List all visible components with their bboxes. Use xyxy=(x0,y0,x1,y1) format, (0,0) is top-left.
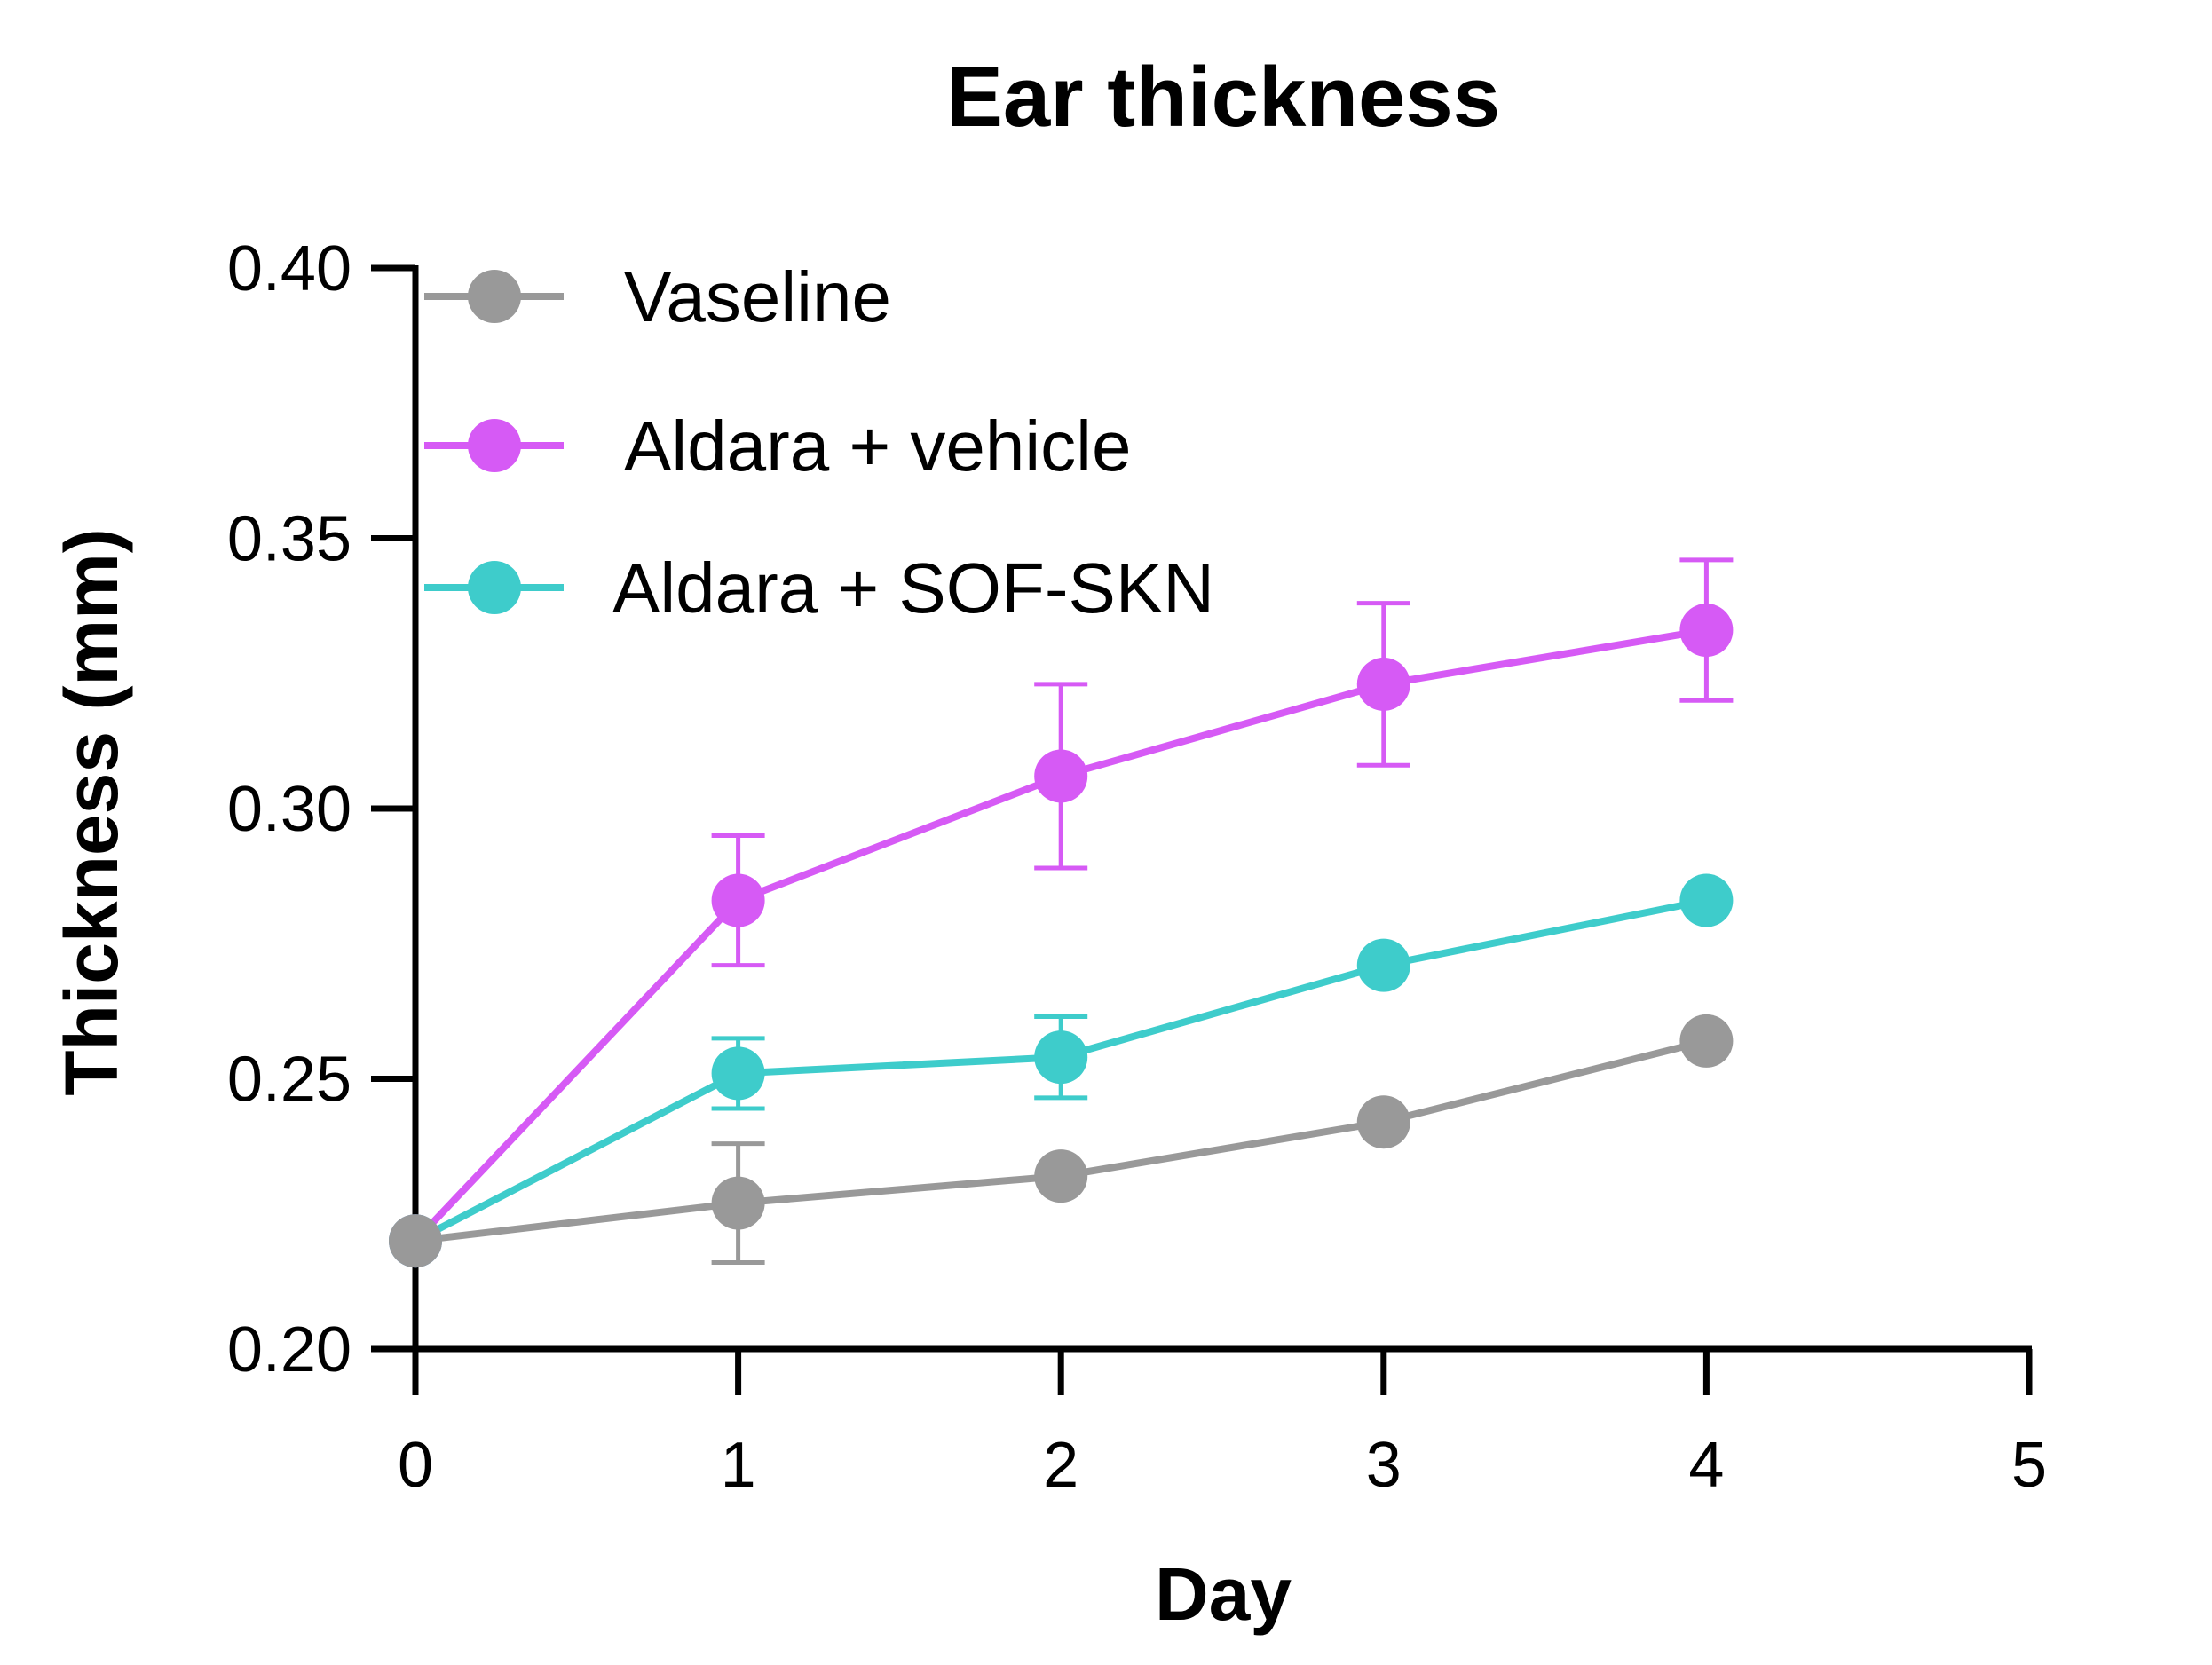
y-tick-label: 0.40 xyxy=(227,233,352,304)
legend-marker xyxy=(468,561,521,614)
x-tick-label: 2 xyxy=(1043,1430,1078,1501)
data-point xyxy=(711,1176,765,1230)
legend-label: Vaseline xyxy=(624,257,891,336)
data-point xyxy=(711,873,765,927)
x-tick-label: 0 xyxy=(398,1430,433,1501)
data-point xyxy=(1356,1095,1410,1149)
data-point xyxy=(1034,1149,1088,1203)
plot-area xyxy=(389,557,1734,1268)
x-tick-label: 3 xyxy=(1366,1430,1402,1501)
y-tick-label: 0.25 xyxy=(227,1045,352,1116)
legend-marker xyxy=(468,419,521,472)
y-axis-label: Thickness (mm) xyxy=(50,528,133,1096)
data-point xyxy=(1034,1030,1088,1085)
x-tick-label: 1 xyxy=(721,1430,756,1501)
x-tick-label: 5 xyxy=(2011,1430,2047,1501)
y-tick-label: 0.20 xyxy=(227,1314,352,1385)
data-point xyxy=(1679,873,1734,927)
y-tick-label: 0.35 xyxy=(227,504,352,575)
data-point xyxy=(1679,604,1734,658)
legend-marker xyxy=(468,270,521,323)
data-point xyxy=(1034,749,1088,803)
x-tick-label: 4 xyxy=(1688,1430,1724,1501)
legend-label: Aldara + vehicle xyxy=(624,406,1131,485)
axes: 0.20 0.25 0.30 0.35 0.40 0 1 2 3 4 5 xyxy=(227,233,2047,1501)
data-point xyxy=(1356,657,1410,711)
y-tick-label: 0.30 xyxy=(227,774,352,845)
chart-title: Ear thickness xyxy=(946,50,1500,145)
data-point xyxy=(1679,1014,1734,1068)
legend: Vaseline Aldara + vehicle Aldara + SOF-SKN xyxy=(424,257,1214,627)
x-axis-label: Day xyxy=(1155,1552,1292,1636)
data-point xyxy=(389,1214,442,1268)
data-point xyxy=(1356,938,1410,992)
legend-label: Aldara + SOF-SKN xyxy=(612,548,1214,627)
data-point xyxy=(711,1046,765,1101)
